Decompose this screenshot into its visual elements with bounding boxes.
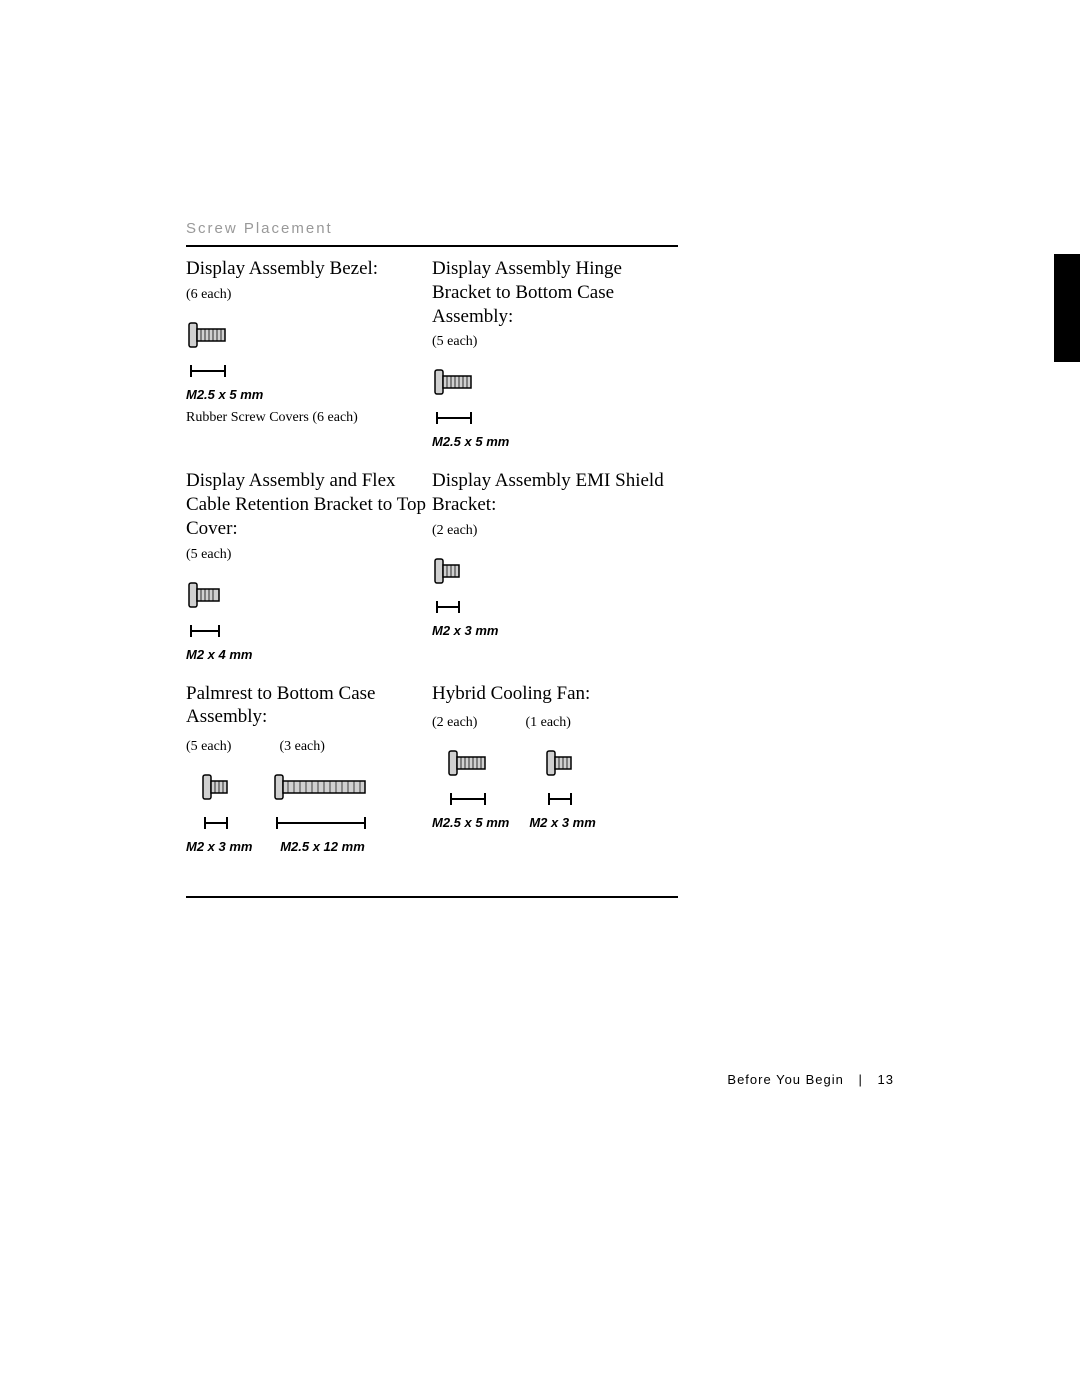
- screw-icon: [186, 321, 236, 381]
- page-number: 13: [878, 1072, 894, 1087]
- cell-fan: Hybrid Cooling Fan: (2 each) (1 each): [432, 672, 678, 865]
- footer-text: Before You Begin: [727, 1072, 843, 1087]
- cell-palmrest: Palmrest to Bottom Case Assembly: (5 eac…: [186, 672, 432, 865]
- count: (2 each): [432, 715, 477, 731]
- screw-icon: [432, 557, 470, 617]
- screw-icon: [446, 749, 496, 809]
- page-content: Screw Placement Display Assembly Bezel: …: [0, 0, 1080, 1397]
- count: (2 each): [432, 523, 678, 539]
- cell-emi: Display Assembly EMI Shield Bracket: (2 …: [432, 459, 678, 671]
- page-footer: Before You Begin | 13: [727, 1072, 894, 1087]
- spec-label: M2.5 x 5 mm: [432, 434, 509, 449]
- screw-icon: [432, 368, 482, 428]
- cell-title: Display Assembly EMI Shield Bracket:: [432, 469, 678, 517]
- divider-bottom: [186, 896, 678, 898]
- screw-icon: [272, 773, 372, 833]
- spec-label: M2 x 3 mm: [529, 815, 595, 830]
- screw-diagram: M2 x 4 mm: [186, 581, 432, 662]
- screw-icon: [544, 749, 582, 809]
- spec-label: M2 x 4 mm: [186, 647, 252, 662]
- cell-title: Display Assembly Hinge Bracket to Bottom…: [432, 257, 678, 328]
- count: (5 each): [186, 547, 432, 563]
- screw-diagram: M2.5 x 5 mm Rubber Screw Covers (6 each): [186, 321, 432, 426]
- cell-title: Display Assembly Bezel:: [186, 257, 432, 281]
- count: (3 each): [279, 739, 324, 755]
- cell-title: Display Assembly and Flex Cable Retentio…: [186, 469, 432, 540]
- section-title: Screw Placement: [186, 220, 894, 237]
- cell-hinge: Display Assembly Hinge Bracket to Bottom…: [432, 247, 678, 459]
- screw-diagram: M2 x 3 mm: [432, 557, 678, 638]
- cell-title: Palmrest to Bottom Case Assembly:: [186, 682, 432, 730]
- spec-label: M2.5 x 5 mm: [186, 387, 263, 402]
- screw-row: M2 x 3 mm: [186, 773, 432, 854]
- count: (5 each): [432, 334, 678, 350]
- screw-icon: [200, 773, 238, 833]
- screw-grid: Display Assembly Bezel: (6 each) M2.5 x: [186, 247, 678, 864]
- note: Rubber Screw Covers (6 each): [186, 410, 358, 426]
- spec-label: M2 x 3 mm: [186, 839, 252, 854]
- screw-row: M2.5 x 5 mm M2 x 3 mm: [432, 749, 678, 830]
- spec-label: M2 x 3 mm: [432, 623, 498, 638]
- cell-bezel: Display Assembly Bezel: (6 each) M2.5 x: [186, 247, 432, 459]
- spec-label: M2.5 x 12 mm: [280, 839, 365, 854]
- footer-separator: |: [859, 1072, 863, 1087]
- spec-label: M2.5 x 5 mm: [432, 815, 509, 830]
- cell-title: Hybrid Cooling Fan:: [432, 682, 678, 706]
- screw-diagram: M2.5 x 5 mm: [432, 368, 678, 449]
- count: (1 each): [525, 715, 570, 731]
- cell-flex: Display Assembly and Flex Cable Retentio…: [186, 459, 432, 671]
- count: (5 each): [186, 739, 231, 755]
- count: (6 each): [186, 287, 432, 303]
- screw-icon: [186, 581, 230, 641]
